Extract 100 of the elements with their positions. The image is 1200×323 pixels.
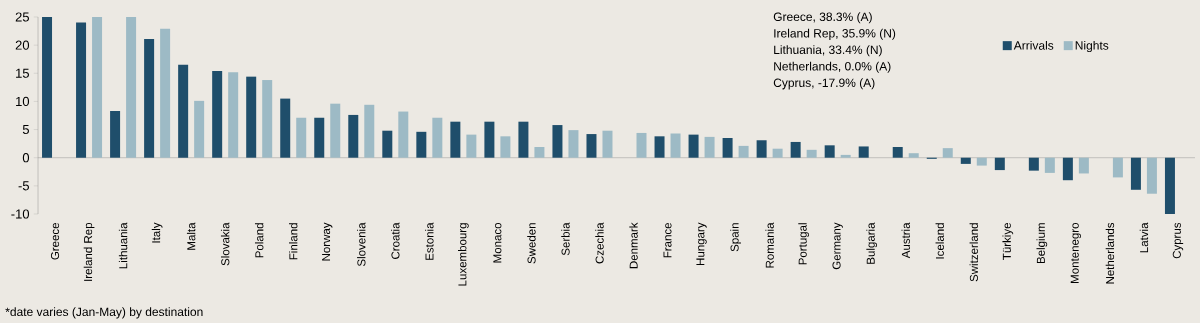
bar [160, 28, 171, 158]
annotation: Ireland Rep, 35.9% (N) [774, 28, 896, 40]
x-tick-label: France [663, 222, 672, 258]
x-tick-label: Switzerland [969, 223, 978, 282]
y-tick-label: 10 [16, 96, 30, 107]
y-tick-label: -10 [11, 209, 30, 219]
bar [500, 136, 511, 158]
bar [1164, 157, 1175, 214]
x-tick-label: Latvia [1139, 222, 1149, 253]
bar [364, 104, 375, 158]
bar [772, 148, 783, 158]
x-tick-label: Cyprus [1172, 222, 1184, 259]
bar [280, 98, 291, 158]
bar [1028, 157, 1039, 171]
bar [806, 149, 817, 158]
x-tick-label: Finland [289, 223, 298, 260]
y-tick-label: 5 [22, 125, 29, 135]
bar [908, 153, 919, 158]
bar [1044, 157, 1055, 173]
x-tick-label: Denmark [629, 222, 638, 269]
bar [212, 71, 223, 158]
annotation: Greece, 38.3% (A) [773, 12, 872, 24]
x-tick-label: Norway [322, 222, 333, 261]
bar [518, 121, 529, 158]
bar [552, 125, 563, 158]
bar [314, 117, 325, 158]
bar [262, 80, 273, 158]
x-tick-label: Lithuania [118, 222, 128, 269]
bar [178, 64, 189, 158]
bar [194, 100, 205, 158]
y-tick-label: 0 [22, 153, 30, 163]
y-tick-label: 20 [15, 40, 30, 50]
y-tick-label: 15 [16, 68, 29, 78]
bar [416, 131, 427, 158]
bar [704, 136, 715, 158]
x-tick-label: Hungary [696, 222, 707, 265]
x-tick-label: Türkiye [1002, 222, 1014, 260]
x-tick-label: Austria [901, 222, 910, 259]
bar [1146, 157, 1157, 194]
bar [1078, 157, 1089, 174]
x-tick-label: Spain [730, 223, 741, 252]
bar [484, 121, 495, 158]
bar [330, 103, 341, 158]
legend-label: Nights [1075, 40, 1109, 53]
bar [398, 111, 409, 158]
bar [1062, 157, 1073, 181]
bar [246, 76, 257, 158]
bar [42, 17, 53, 158]
x-tick-label: Luxembourg [458, 223, 469, 286]
bar [688, 134, 699, 158]
x-tick-label: Germany [832, 222, 843, 270]
x-tick-label: Montenegro [1070, 222, 1082, 283]
y-tick-label: 25 [15, 12, 29, 22]
bar [960, 157, 971, 164]
bar [654, 136, 665, 158]
x-tick-label: Croatia [391, 222, 400, 259]
bar [1130, 157, 1141, 190]
x-tick-label: Malta [186, 222, 196, 250]
bar [858, 146, 869, 158]
legend-label: Arrivals [1013, 40, 1054, 50]
bar [942, 148, 953, 158]
bar [450, 121, 461, 158]
x-tick-label: Italy [151, 222, 163, 243]
x-tick-label: Slovenia [357, 222, 366, 267]
x-tick-label: Poland [254, 223, 264, 258]
bar [840, 154, 851, 158]
x-tick-label: Belgium [1036, 223, 1048, 264]
x-tick-label: Czechia [595, 222, 604, 264]
bar [144, 38, 155, 158]
x-tick-label: Greece [50, 222, 60, 260]
bar [110, 110, 121, 158]
bar [534, 147, 545, 158]
x-tick-label: Estonia [425, 222, 434, 260]
y-tick-label: -5 [18, 181, 29, 191]
x-tick-label: Portugal [798, 223, 809, 265]
bar [348, 114, 359, 158]
bar [1112, 157, 1123, 178]
bar [790, 141, 801, 158]
x-tick-label: Ireland Rep [83, 222, 95, 281]
bar [892, 147, 903, 158]
x-tick-label: Monaco [493, 222, 502, 263]
bar [586, 134, 597, 158]
annotation: Cyprus, -17.9% (A) [773, 78, 875, 90]
bar [228, 72, 239, 158]
bar [976, 157, 987, 166]
bar [824, 145, 835, 158]
bar [722, 138, 733, 158]
bar [126, 17, 137, 158]
bar [670, 133, 681, 158]
bar [296, 117, 307, 158]
bar [466, 134, 477, 158]
bar [636, 132, 647, 158]
x-tick-label: Sweden [527, 223, 536, 264]
annotation: Netherlands, 0.0% (A) [774, 61, 891, 73]
bar [76, 22, 87, 158]
bar [756, 140, 767, 158]
bar [432, 117, 443, 158]
bar [994, 157, 1005, 171]
x-tick-label: Romania [765, 222, 774, 268]
x-tick-label: Iceland [935, 223, 944, 259]
